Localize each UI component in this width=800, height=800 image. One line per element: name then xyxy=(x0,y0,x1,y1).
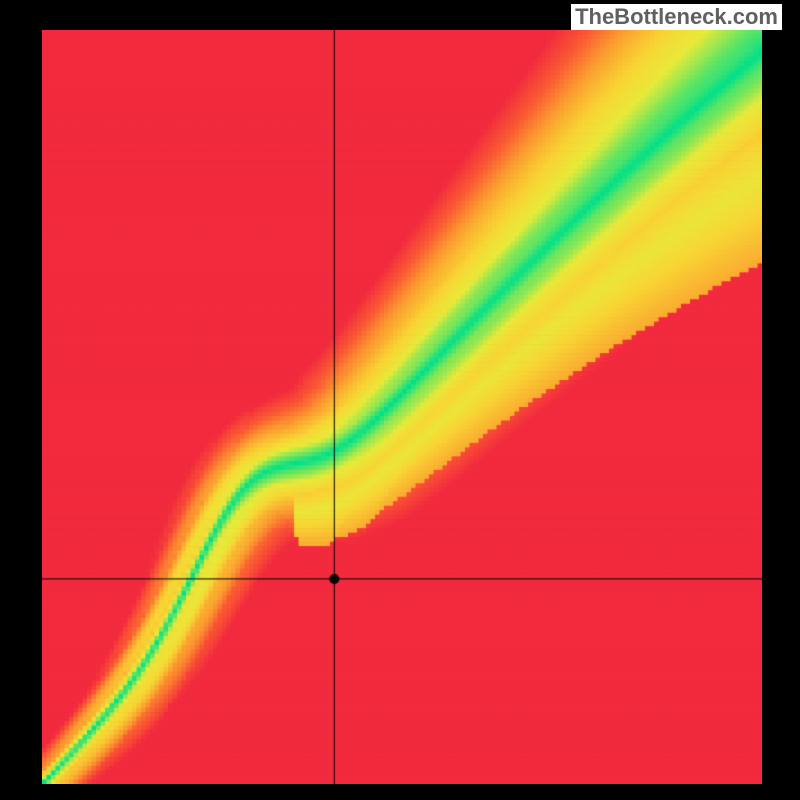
bottleneck-heatmap xyxy=(42,30,762,784)
chart-container: TheBottleneck.com xyxy=(0,0,800,800)
watermark-text: TheBottleneck.com xyxy=(571,4,782,30)
